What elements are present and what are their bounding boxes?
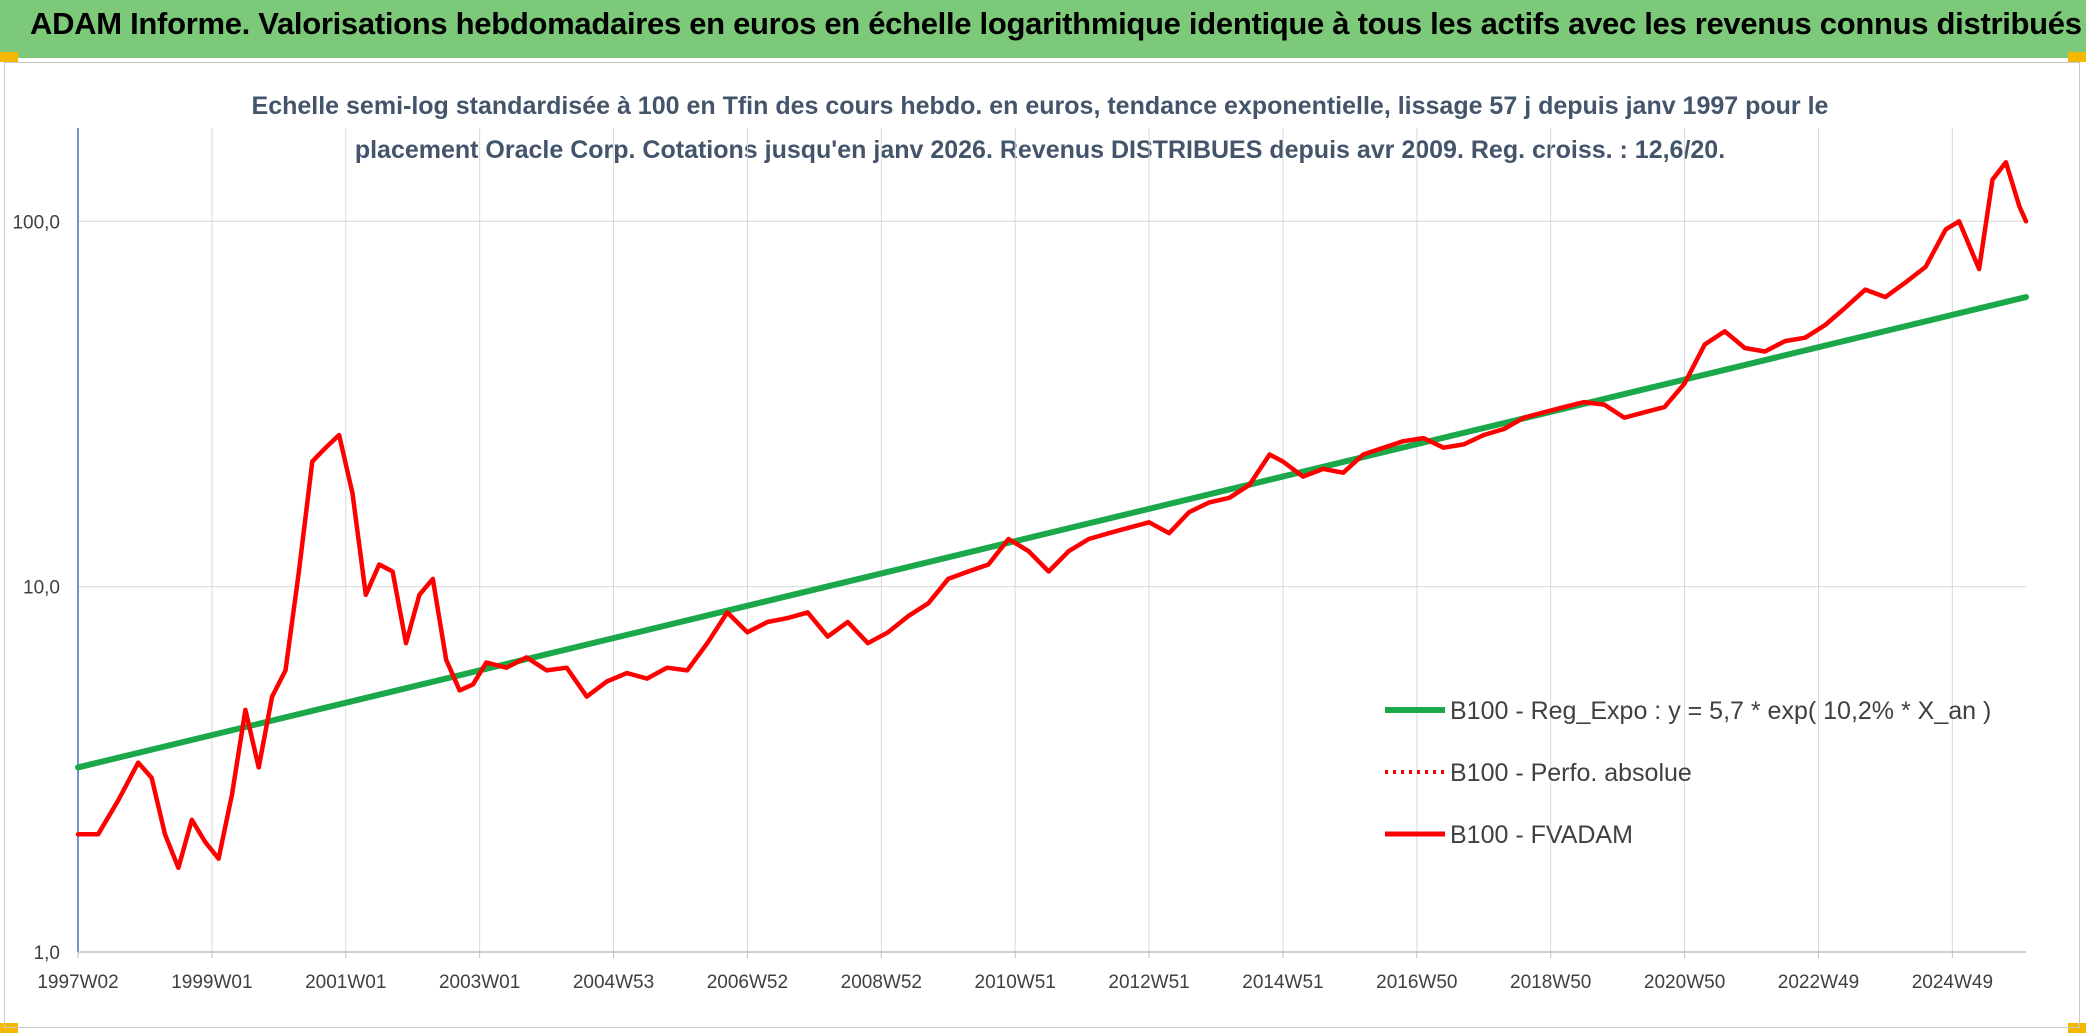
report-banner: ADAM Informe. Valorisations hebdomadaire… [0,0,2086,58]
legend-label: B100 - Perfo. absolue [1450,759,1692,787]
x-tick-label: 2004W53 [573,972,654,993]
y-tick-label: 100,0 [12,212,60,233]
x-tick-label: 2022W49 [1778,972,1859,993]
x-tick-label: 2010W51 [975,972,1056,993]
report-title: ADAM Informe. Valorisations hebdomadaire… [30,6,2082,41]
x-tick-label: 2014W51 [1242,972,1323,993]
legend: B100 - Reg_Expo : y = 5,7 * exp( 10,2% *… [1385,697,1991,849]
x-tick-label: 1999W01 [171,972,252,993]
x-tick-label: 2006W52 [707,972,788,993]
grid [77,128,2026,953]
legend-label: B100 - FVADAM [1450,821,1633,849]
x-tick-label: 2018W50 [1510,972,1591,993]
trend-line [75,294,2029,771]
x-tick-label: 2020W50 [1644,972,1725,993]
x-tick-label: 2001W01 [305,972,386,993]
x-tick-label: 2008W52 [841,972,922,993]
axes: 1997W02 1999W01 2001W01 2003W01 2004W53 2006W… [12,128,2026,993]
x-tick-label: 2024W49 [1912,972,1993,993]
chart-frame [4,62,2080,1028]
corner-marker [2068,1023,2086,1033]
corner-marker [0,1023,18,1033]
x-tick-label: 2012W51 [1108,972,1189,993]
legend-label: B100 - Reg_Expo : y = 5,7 * exp( 10,2% *… [1450,697,1991,725]
x-tick-label: 2016W50 [1376,972,1457,993]
y-tick-label: 10,0 [23,578,60,599]
corner-marker [0,52,18,62]
corner-marker [2068,52,2086,62]
chart-title: Echelle semi-log standardisée à 100 en T… [251,92,1829,164]
y-tick-label: 1,0 [34,943,60,964]
plot-area [75,160,2029,871]
fvadam-line [75,160,2029,871]
x-tick-label: 1997W02 [37,972,118,993]
x-tick-label: 2003W01 [439,972,520,993]
